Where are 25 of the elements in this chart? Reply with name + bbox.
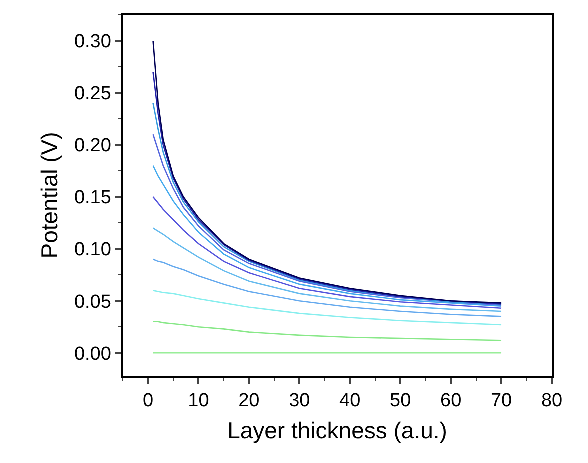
x-tick-label: 10 [188,390,210,412]
y-tick-label: 0.05 [74,292,112,313]
y-tick-label: 0.20 [74,136,112,157]
x-tick-label: 40 [340,390,361,412]
line-series [152,165,502,307]
line-series [152,196,502,310]
line-series [152,290,502,326]
x-tick-label: 30 [289,390,310,412]
x-tick-label: 70 [490,390,512,412]
y-tick-label: 0.15 [74,188,112,209]
x-tick-label: 20 [238,390,260,412]
line-series [152,228,502,312]
x-tick-label: 0 [142,390,154,412]
x-tick-label: 60 [440,390,462,412]
y-axis-title: Potential (V) [36,132,62,259]
y-tick-label: 0.10 [74,240,112,261]
line-series [152,321,502,342]
x-axis-title: Layer thickness (a.u.) [228,418,448,444]
y-tick-label: 0.25 [74,84,112,105]
x-tick-label: 50 [390,390,412,412]
y-tick-label: 0.30 [74,32,112,53]
y-tick-label: 0.00 [74,344,112,365]
x-tick-label: 80 [541,390,563,412]
line-series [152,134,502,306]
line-series [152,258,502,318]
